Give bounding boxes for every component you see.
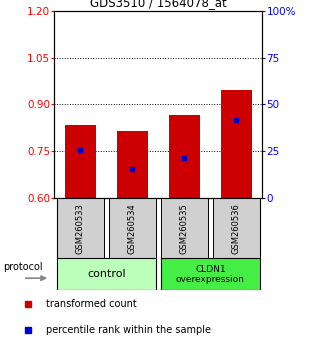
Bar — [161, 198, 208, 258]
Bar — [213, 198, 260, 258]
Text: transformed count: transformed count — [46, 299, 137, 309]
Text: percentile rank within the sample: percentile rank within the sample — [46, 325, 211, 335]
Text: control: control — [87, 269, 126, 279]
Bar — [109, 198, 156, 258]
Bar — [57, 198, 104, 258]
Bar — [221, 90, 252, 198]
Text: GSM260535: GSM260535 — [180, 203, 189, 254]
Bar — [117, 131, 148, 198]
Text: GSM260536: GSM260536 — [232, 203, 241, 254]
Title: GDS3510 / 1564078_at: GDS3510 / 1564078_at — [90, 0, 227, 10]
Text: GSM260533: GSM260533 — [76, 203, 85, 254]
Bar — [65, 125, 96, 198]
Bar — [161, 258, 260, 290]
Bar — [57, 258, 156, 290]
Bar — [169, 115, 200, 198]
Text: protocol: protocol — [3, 262, 42, 272]
Text: GSM260534: GSM260534 — [128, 203, 137, 254]
Text: CLDN1
overexpression: CLDN1 overexpression — [176, 265, 245, 284]
